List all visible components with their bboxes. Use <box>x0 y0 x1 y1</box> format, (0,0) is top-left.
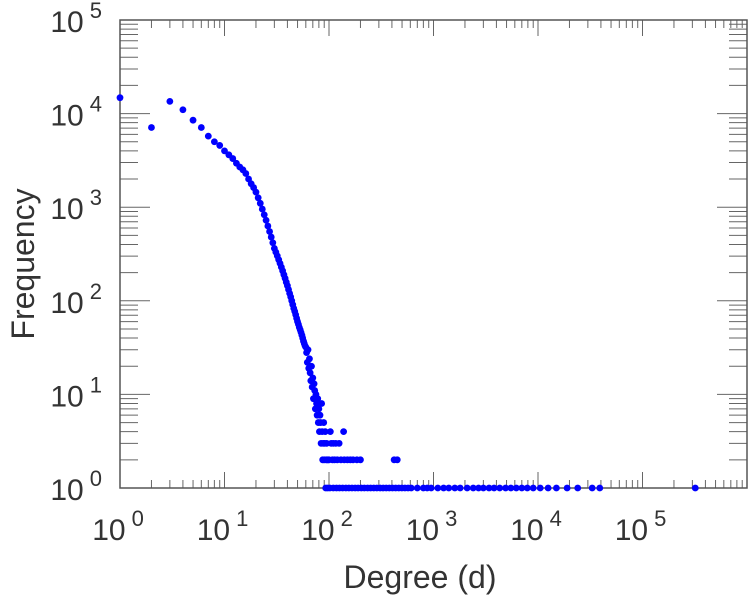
data-point <box>445 484 453 492</box>
data-point <box>189 116 197 124</box>
data-point <box>229 155 237 162</box>
data-point <box>574 484 582 492</box>
data-point <box>427 484 435 492</box>
x-tick-label: 10 3 <box>406 506 458 547</box>
y-tick-label: 10 4 <box>50 92 102 133</box>
data-point <box>116 94 124 102</box>
data-point <box>166 98 174 105</box>
data-point <box>258 205 266 213</box>
data-point <box>529 484 537 492</box>
data-point <box>306 355 313 363</box>
plot-frame <box>119 19 748 489</box>
data-points <box>116 94 699 492</box>
data-point <box>326 428 334 436</box>
y-tick-label: 10 5 <box>50 0 102 39</box>
x-tick-label: 10 2 <box>301 506 353 547</box>
y-tick-label: 10 3 <box>50 185 102 226</box>
data-point <box>314 395 322 403</box>
data-point <box>357 456 364 464</box>
data-point <box>479 484 487 492</box>
data-point <box>242 170 250 177</box>
data-point <box>544 484 552 492</box>
data-point <box>440 484 448 492</box>
data-point <box>210 138 218 146</box>
data-point <box>596 484 604 492</box>
data-point <box>507 484 515 492</box>
data-point <box>256 199 264 207</box>
x-axis-label: Degree (d) <box>344 559 497 595</box>
data-point <box>434 484 442 492</box>
y-tick-label: 10 1 <box>50 372 102 413</box>
data-point <box>252 188 260 196</box>
data-point <box>588 484 596 492</box>
x-tick-labels: 10 0 10 1 10 2 10 3 10 4 10 5 <box>92 506 666 547</box>
data-point <box>335 439 343 447</box>
y-axis-label: Frequency <box>5 188 41 339</box>
data-point <box>536 484 544 492</box>
data-point <box>267 233 275 241</box>
data-point <box>321 428 329 436</box>
data-point <box>340 428 348 436</box>
data-point <box>393 456 401 464</box>
data-point <box>496 484 504 492</box>
data-point <box>221 147 228 155</box>
data-point <box>315 405 323 413</box>
data-point <box>179 106 187 114</box>
data-point <box>197 124 205 131</box>
data-point <box>204 132 212 140</box>
data-point <box>148 124 155 131</box>
data-point <box>691 484 699 492</box>
data-point <box>469 484 477 492</box>
data-point <box>304 346 312 354</box>
data-point <box>309 374 317 382</box>
data-point <box>254 194 262 202</box>
data-point <box>451 484 459 492</box>
data-point <box>518 484 526 492</box>
data-point <box>216 142 224 149</box>
data-point <box>485 484 493 492</box>
data-point <box>264 222 272 230</box>
x-tick-label: 10 0 <box>92 506 144 547</box>
data-point <box>320 419 328 426</box>
x-tick-label: 10 4 <box>510 506 562 547</box>
x-tick-label: 10 1 <box>197 506 249 547</box>
data-point <box>318 400 326 407</box>
data-point <box>310 380 318 388</box>
data-point <box>269 239 277 247</box>
data-point <box>456 484 464 492</box>
data-point <box>512 484 520 492</box>
data-point <box>413 484 421 492</box>
data-point <box>316 411 324 419</box>
data-point <box>306 369 314 377</box>
data-point <box>260 211 268 219</box>
axis-ticks <box>119 20 747 489</box>
data-point <box>523 484 531 492</box>
data-point <box>308 362 315 370</box>
x-tick-label: 10 5 <box>615 506 667 547</box>
data-point <box>563 484 571 492</box>
data-point <box>407 484 415 492</box>
data-point <box>490 484 498 492</box>
data-point <box>475 484 482 492</box>
data-point <box>266 228 273 235</box>
y-tick-label: 10 0 <box>50 466 102 507</box>
data-point <box>553 484 560 492</box>
data-point <box>262 216 270 224</box>
data-point <box>463 484 471 492</box>
data-point <box>502 484 510 492</box>
y-tick-label: 10 2 <box>50 279 102 320</box>
